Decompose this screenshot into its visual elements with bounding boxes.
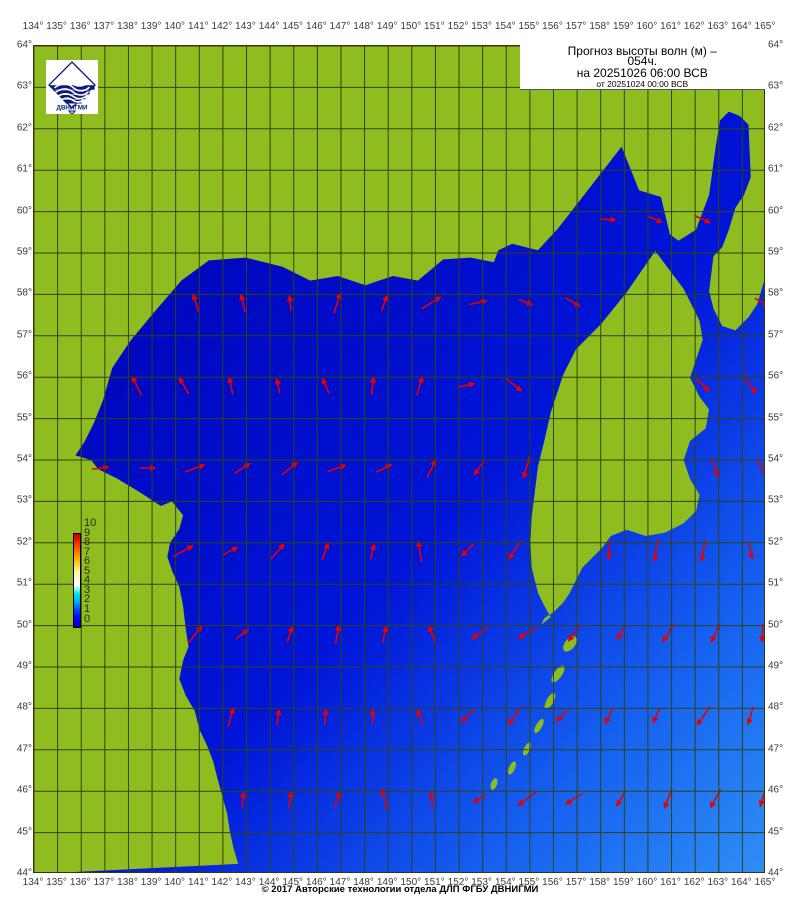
svg-text:ДВНИГМИ: ДВНИГМИ [56, 105, 87, 112]
